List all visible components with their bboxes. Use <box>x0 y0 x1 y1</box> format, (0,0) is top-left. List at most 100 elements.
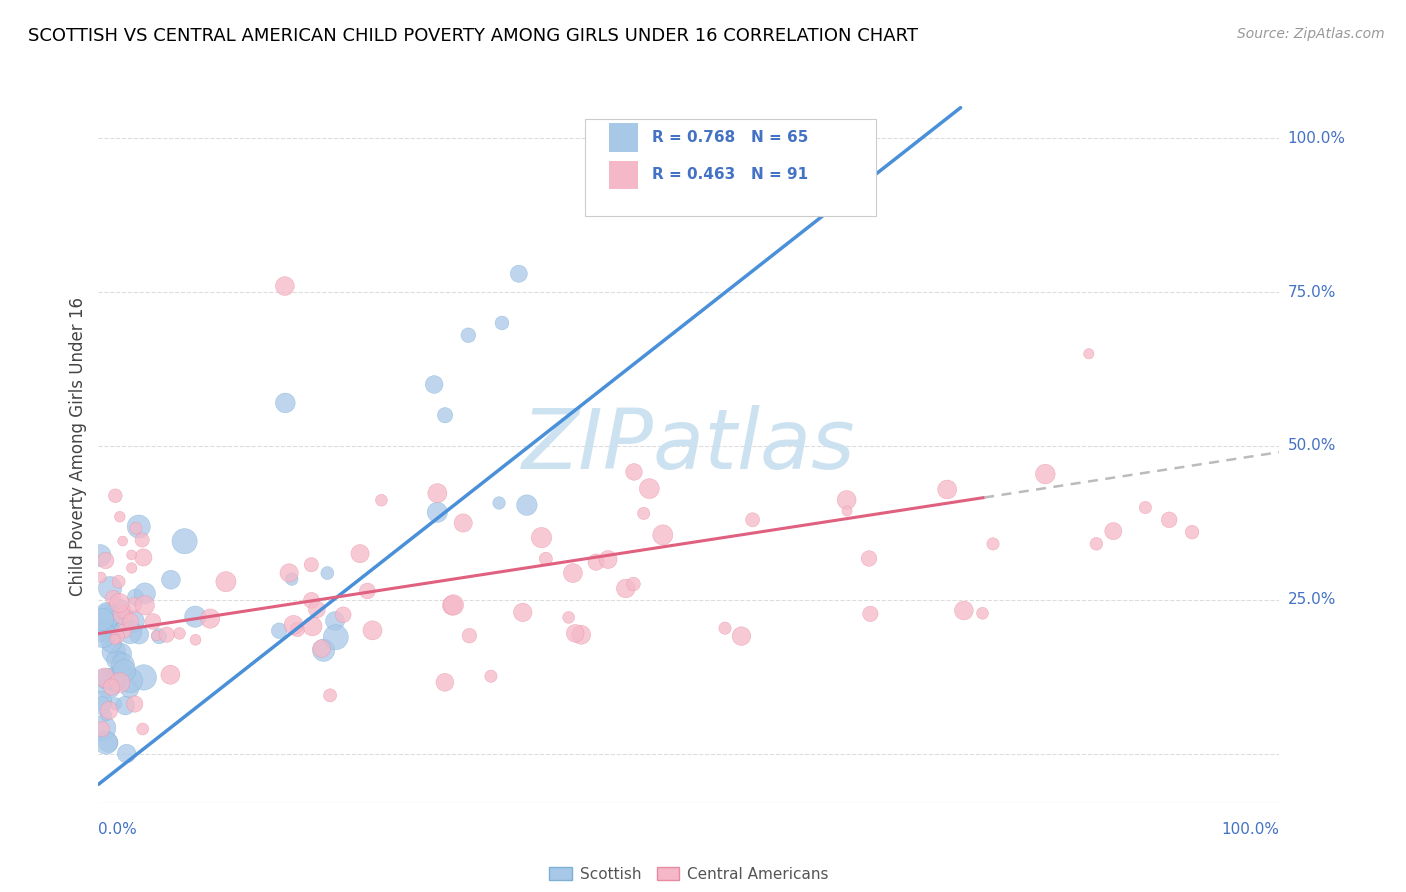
Point <box>325 630 347 644</box>
Point <box>104 697 127 711</box>
Point <box>91 613 114 627</box>
Point <box>623 465 645 479</box>
Point <box>534 551 557 566</box>
Point <box>516 498 538 512</box>
Point <box>173 534 195 549</box>
Point <box>110 647 132 661</box>
Point <box>557 610 579 624</box>
Point <box>91 625 114 640</box>
FancyBboxPatch shape <box>609 123 638 152</box>
Point <box>103 670 125 684</box>
Point <box>491 316 513 330</box>
Point <box>90 570 112 584</box>
Point <box>169 626 191 640</box>
Point <box>103 645 125 659</box>
Point <box>114 698 136 713</box>
Point <box>108 673 131 688</box>
Point <box>96 708 118 723</box>
Point <box>301 593 323 607</box>
Point <box>332 607 354 622</box>
Point <box>115 747 138 761</box>
Point <box>142 615 165 629</box>
Point <box>633 507 655 521</box>
Point <box>159 667 181 681</box>
Point <box>426 486 449 500</box>
Point <box>97 680 120 694</box>
FancyBboxPatch shape <box>585 120 876 216</box>
Point <box>458 629 481 643</box>
Text: 25.0%: 25.0% <box>1288 592 1336 607</box>
Point <box>120 673 142 688</box>
Point <box>160 573 183 587</box>
Point <box>441 598 464 612</box>
Point <box>91 615 114 629</box>
Point <box>278 566 301 580</box>
Point <box>614 582 637 596</box>
Point <box>125 521 148 535</box>
Point <box>104 489 127 503</box>
Point <box>301 619 323 633</box>
Point <box>98 581 121 595</box>
Point <box>638 482 661 496</box>
Point <box>623 577 645 591</box>
Text: 50.0%: 50.0% <box>1288 439 1336 453</box>
Point <box>148 629 170 643</box>
Point <box>423 377 446 392</box>
Point <box>93 671 115 685</box>
Point <box>835 504 858 518</box>
Point <box>714 621 737 635</box>
Point <box>479 669 502 683</box>
Text: R = 0.463   N = 91: R = 0.463 N = 91 <box>652 168 808 182</box>
Point <box>730 629 752 643</box>
Point <box>97 735 120 749</box>
Point <box>128 519 150 533</box>
Point <box>441 599 464 613</box>
Point <box>104 632 127 647</box>
Point <box>105 676 128 690</box>
Point <box>859 607 882 621</box>
Point <box>108 596 131 610</box>
Point <box>118 681 141 696</box>
Point <box>1159 513 1181 527</box>
Point <box>110 650 132 665</box>
Point <box>107 604 129 618</box>
Point <box>111 534 134 549</box>
Point <box>323 614 346 628</box>
Point <box>101 624 124 638</box>
Point <box>96 605 118 619</box>
Point <box>198 611 221 625</box>
Point <box>128 627 150 641</box>
Point <box>356 583 378 598</box>
Point <box>370 493 392 508</box>
Point <box>569 628 592 642</box>
Point <box>100 635 122 649</box>
Point <box>107 629 129 643</box>
Point <box>972 607 994 621</box>
Point <box>114 624 136 638</box>
Point <box>561 566 583 580</box>
Point <box>305 602 328 616</box>
Text: SCOTTISH VS CENTRAL AMERICAN CHILD POVERTY AMONG GIRLS UNDER 16 CORRELATION CHAR: SCOTTISH VS CENTRAL AMERICAN CHILD POVER… <box>28 27 918 45</box>
Text: Source: ZipAtlas.com: Source: ZipAtlas.com <box>1237 27 1385 41</box>
Point <box>122 615 145 629</box>
Point <box>111 665 134 679</box>
Point <box>108 675 131 690</box>
Point <box>112 606 135 620</box>
Point <box>299 558 322 572</box>
Point <box>215 574 238 589</box>
Point <box>1033 467 1056 481</box>
Point <box>100 680 122 694</box>
Point <box>91 628 114 642</box>
Y-axis label: Child Poverty Among Girls Under 16: Child Poverty Among Girls Under 16 <box>69 296 87 596</box>
Text: 100.0%: 100.0% <box>1222 822 1279 838</box>
Point <box>96 615 118 629</box>
Point <box>741 513 763 527</box>
Point <box>112 664 135 678</box>
Point <box>285 623 308 637</box>
Point <box>433 675 456 690</box>
Point <box>97 704 120 718</box>
Point <box>108 509 131 524</box>
Point <box>434 409 457 423</box>
Point <box>132 722 155 736</box>
Point <box>97 672 120 686</box>
